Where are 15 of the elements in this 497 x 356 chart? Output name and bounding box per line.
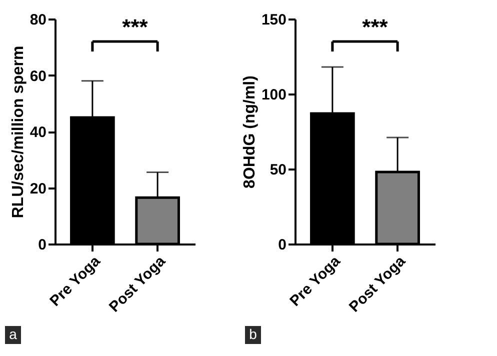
text: a: [9, 326, 18, 342]
annotation: ***: [362, 14, 388, 40]
y-tick-label: 60: [30, 68, 46, 85]
annotation: ***: [122, 14, 148, 40]
y-tick-label: 40: [30, 124, 46, 141]
y-axis-title: 8OHdG (ng/ml): [241, 76, 258, 188]
y-tick-label: 80: [30, 12, 46, 28]
y-tick-label: 0: [38, 236, 46, 254]
y-axis-title: RLU/sec/million sperm: [10, 46, 27, 218]
y-tick-label: 0: [278, 236, 286, 254]
y-tick-label: 20: [30, 180, 46, 198]
y-tick-label: 50: [270, 162, 286, 178]
y-tick-label: 150: [261, 12, 286, 28]
text: b: [249, 326, 258, 342]
y-tick-label: 100: [261, 86, 286, 104]
